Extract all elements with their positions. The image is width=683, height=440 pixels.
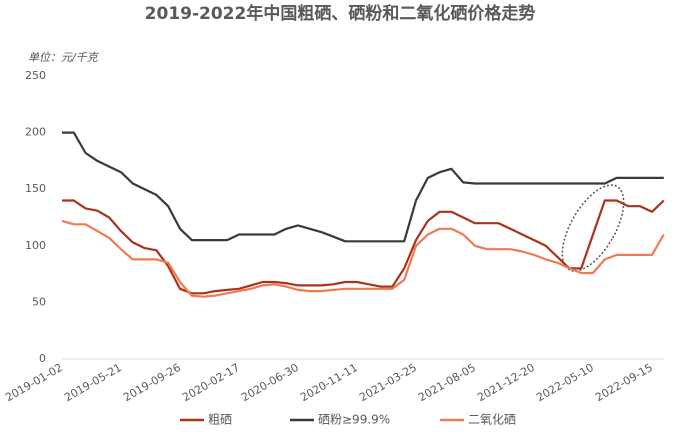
x-tick-label: 2021-03-25	[357, 361, 419, 404]
legend-label: 粗硒	[208, 413, 232, 427]
y-unit-label: 单位：元/千克	[28, 51, 100, 64]
series-line	[62, 199, 665, 295]
y-tick-label: 250	[25, 69, 46, 82]
series-line	[61, 219, 665, 298]
x-tick-label: 2020-11-11	[298, 361, 360, 404]
y-tick-label: 0	[39, 352, 46, 365]
highlight-ellipse	[561, 184, 625, 272]
x-tick-label: 2021-08-05	[416, 361, 478, 404]
x-tick-label: 2022-09-15	[593, 361, 655, 404]
chart-title: 2019-2022年中国粗硒、硒粉和二氧化硒价格走势	[145, 3, 536, 24]
x-tick-label: 2019-01-02	[3, 361, 65, 404]
x-tick-label: 2020-06-30	[239, 361, 301, 404]
legend-label: 二氧化硒	[468, 413, 516, 427]
x-tick-label: 2022-05-10	[534, 361, 596, 404]
y-tick-label: 100	[25, 239, 46, 252]
x-tick-label: 2021-12-20	[475, 361, 537, 404]
y-tick-label: 200	[25, 126, 46, 139]
x-tick-label: 2019-09-26	[121, 361, 183, 404]
x-tick-label: 2019-05-21	[62, 361, 124, 404]
x-tick-label: 2020-02-17	[180, 361, 242, 404]
legend-label: 硒粉≥99.9%	[318, 413, 390, 427]
series-line	[62, 131, 664, 243]
y-tick-label: 50	[32, 295, 46, 308]
y-tick-label: 150	[25, 182, 46, 195]
